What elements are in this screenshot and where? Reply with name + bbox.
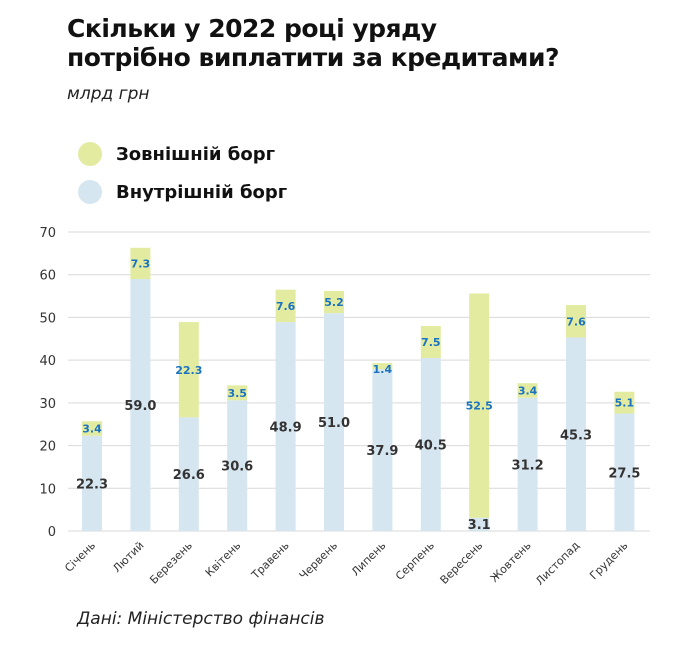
- bars: [82, 247, 635, 531]
- bar-internal: [82, 435, 102, 531]
- internal-value-label: 26.6: [173, 468, 205, 483]
- chart-title: Скільки у 2022 році уряду потрібно випла…: [67, 14, 559, 72]
- internal-value-label: 3.1: [468, 518, 491, 533]
- legend-item-external: Зовнішній борг: [78, 135, 287, 173]
- x-tick-label: Березень: [147, 539, 195, 587]
- chart-title-line-1: Скільки у 2022 році уряду: [67, 14, 437, 43]
- internal-value-label: 27.5: [608, 466, 640, 481]
- bar-internal: [614, 413, 635, 531]
- external-value-label: 22.3: [175, 364, 202, 377]
- x-tick-label: Квітень: [203, 539, 243, 579]
- source-note: Дані: Міністерство фінансів: [77, 609, 325, 629]
- bar-internal: [372, 369, 393, 531]
- internal-value-label: 40.5: [415, 439, 447, 454]
- external-value-label: 3.4: [518, 384, 538, 397]
- internal-value-label: 45.3: [560, 428, 592, 443]
- internal-value-label: 37.9: [366, 444, 398, 459]
- bar-internal: [178, 417, 199, 531]
- external-value-label: 5.2: [324, 296, 344, 309]
- bar-internal: [130, 278, 151, 531]
- legend-swatch-external: [78, 142, 102, 166]
- bar-external: [372, 363, 393, 370]
- bar-external: [227, 385, 248, 401]
- internal-value-label: 59.0: [124, 399, 156, 414]
- y-tick-label: 50: [39, 311, 56, 326]
- x-tick-label: Жовтень: [488, 539, 534, 585]
- legend-label-external: Зовнішній борг: [116, 143, 275, 165]
- legend: Зовнішній борг Внутрішній борг: [78, 135, 287, 211]
- legend-label-internal: Внутрішній борг: [116, 181, 288, 203]
- external-value-label: 52.5: [466, 400, 493, 413]
- chart-subtitle: млрд грн: [67, 84, 150, 104]
- x-tick-label: Вересень: [438, 539, 486, 587]
- x-axis-ticks: Січень Лютий Березень Квітень Травень Червень…: [62, 539, 630, 588]
- external-value-label: 1.4: [373, 363, 393, 376]
- bar-external: [324, 290, 344, 314]
- bar-external: [82, 421, 102, 436]
- x-tick-label: Листопад: [533, 539, 582, 588]
- legend-swatch-internal: [78, 180, 102, 204]
- bar-external: [469, 293, 490, 518]
- y-tick-label: 60: [39, 269, 56, 284]
- legend-item-internal: Внутрішній борг: [78, 173, 287, 211]
- y-tick-label: 20: [39, 440, 56, 455]
- internal-value-label: 22.3: [76, 477, 108, 492]
- bar-external: [275, 289, 296, 323]
- bar-external: [566, 305, 586, 338]
- x-tick-label: Червень: [297, 539, 340, 582]
- external-value-label: 7.6: [566, 315, 586, 328]
- x-tick-label: Липень: [349, 539, 389, 579]
- bar-external: [130, 247, 151, 279]
- external-value-label: 7.5: [421, 336, 441, 349]
- y-tick-label: 0: [48, 525, 56, 540]
- external-value-label: 5.1: [615, 397, 635, 410]
- y-axis-ticks: 0 10 20 30 40 50 60 70: [39, 226, 56, 540]
- external-value-label: 3.5: [227, 387, 247, 400]
- chart-title-line-2: потрібно виплатити за кредитами?: [67, 43, 559, 72]
- bar-internal: [469, 517, 490, 531]
- bar-external: [420, 325, 441, 359]
- internal-value-label: 31.2: [512, 458, 544, 473]
- x-tick-label: Січень: [62, 539, 98, 575]
- x-tick-label: Травень: [248, 539, 291, 582]
- y-tick-label: 10: [39, 482, 56, 497]
- bar-external: [178, 322, 199, 418]
- internal-value-label: 48.9: [270, 421, 302, 436]
- bar-internal: [566, 337, 586, 531]
- bar-internal: [324, 313, 344, 531]
- x-tick-label: Лютий: [110, 539, 146, 575]
- external-value-label: 7.6: [276, 300, 296, 313]
- bar-external: [614, 391, 635, 414]
- y-tick-label: 70: [39, 226, 56, 241]
- external-value-label: 3.4: [82, 422, 102, 435]
- grid-lines: [68, 231, 650, 532]
- bar-internal: [420, 358, 441, 531]
- bar-internal: [227, 400, 248, 531]
- x-tick-label: Грудень: [587, 539, 630, 582]
- y-tick-label: 40: [39, 354, 56, 369]
- x-tick-label: Серпень: [393, 539, 437, 583]
- internal-value-label: 30.6: [221, 460, 253, 475]
- bar-external: [517, 383, 538, 398]
- bar-internal: [517, 397, 538, 531]
- bar-internal: [275, 322, 296, 531]
- y-tick-label: 30: [39, 397, 56, 412]
- internal-value-label: 51.0: [318, 416, 350, 431]
- external-value-label: 7.3: [131, 257, 151, 270]
- bar-labels: 22.3 3.4 59.0 7.3 26.6 22.3 30.6 3.5 48.9 7.6 51.0…: [76, 257, 640, 533]
